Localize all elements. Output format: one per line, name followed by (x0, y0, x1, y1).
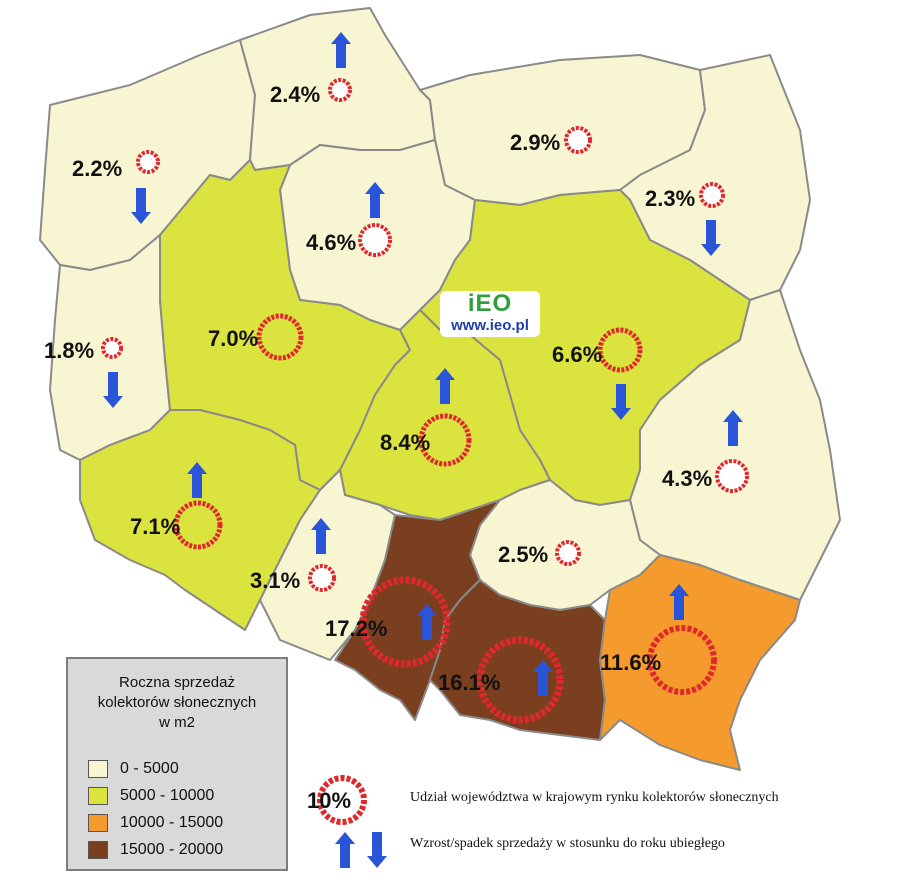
arrows-caption: Wzrost/spadek sprzedaży w stosunku do ro… (410, 836, 725, 851)
share-label-swietokrzyskie: 2.5% (498, 542, 548, 567)
legend-label: 10000 - 15000 (120, 814, 224, 831)
legend-title-line: kolektorów słonecznych (97, 694, 257, 711)
region-malopolskie (429, 579, 606, 741)
legend-swatch (88, 841, 108, 859)
logo-url: www.ieo.pl (451, 317, 529, 334)
legend-label: 0 - 5000 (120, 760, 179, 777)
share-label-lubelskie: 4.3% (662, 466, 712, 491)
legend-title-line: w m2 (159, 714, 195, 731)
logo-mark: iEO (467, 290, 513, 317)
sun-malopolskie (476, 636, 564, 724)
region-podkarpackie (599, 554, 801, 771)
legend-sun-example (317, 775, 367, 825)
share-label-zachodniopomorskie: 2.2% (72, 156, 122, 181)
legend-title: Roczna sprzedaż kolektorów słonecznych w… (68, 673, 286, 733)
sun-podkarpackie (647, 625, 717, 695)
sun-kujawsko-pomorskie (358, 223, 392, 257)
share-sun-markers (101, 78, 749, 724)
legend-swatch (88, 814, 108, 832)
share-label-opolskie: 3.1% (250, 568, 300, 593)
sun-mazowieckie (597, 327, 643, 373)
share-label-podkarpackie: 11.6% (600, 650, 661, 675)
legend-label: 5000 - 10000 (120, 787, 215, 804)
sun-wielkopolskie (256, 313, 304, 361)
sun-pomorskie (328, 78, 352, 102)
sun-lodzkie (418, 413, 472, 467)
legend-row: 15000 - 20000 (88, 840, 223, 860)
share-label-lubuskie: 1.8% (44, 338, 94, 363)
share-label-podlaskie: 2.3% (645, 186, 695, 211)
share-label-kujawsko-pomorskie: 4.6% (306, 230, 356, 255)
sun-podlaskie (699, 182, 725, 208)
legend-swatch (88, 760, 108, 778)
legend-row: 10000 - 15000 (88, 813, 223, 833)
sun-caption: Udział województwa w krajowym rynku kole… (410, 790, 779, 805)
share-label-mazowieckie: 6.6% (552, 342, 602, 367)
sun-lubuskie (101, 337, 123, 359)
legend-row: 5000 - 10000 (88, 786, 214, 806)
arrow-down-icon (367, 832, 387, 868)
share-label-malopolskie: 16.1% (438, 670, 500, 695)
legend-row: 0 - 5000 (88, 759, 179, 779)
sun-lubelskie (715, 459, 749, 493)
sun-slaskie (359, 576, 451, 668)
sun-swietokrzyskie (555, 540, 581, 566)
sun-zachodniopomorskie (136, 150, 160, 174)
sun-opolskie (308, 564, 336, 592)
legend-title-line: Roczna sprzedaż (119, 674, 235, 691)
sun-dolnoslaskie (173, 500, 223, 550)
sun-warminsko-mazurskie (564, 126, 592, 154)
ieo-logo: iEO www.ieo.pl (440, 291, 540, 337)
legend-sun-value: 10% (307, 788, 351, 813)
legend: Roczna sprzedaż kolektorów słonecznych w… (66, 657, 288, 871)
share-label-lodzkie: 8.4% (380, 430, 430, 455)
arrow-up-icon (335, 832, 355, 868)
share-label-dolnoslaskie: 7.1% (130, 514, 180, 539)
share-label-warminsko-mazurskie: 2.9% (510, 130, 560, 155)
share-label-wielkopolskie: 7.0% (208, 326, 258, 351)
share-label-pomorskie: 2.4% (270, 82, 320, 107)
share-label-slaskie: 17.2% (325, 616, 387, 641)
legend-swatch (88, 787, 108, 805)
legend-label: 15000 - 20000 (120, 841, 224, 858)
